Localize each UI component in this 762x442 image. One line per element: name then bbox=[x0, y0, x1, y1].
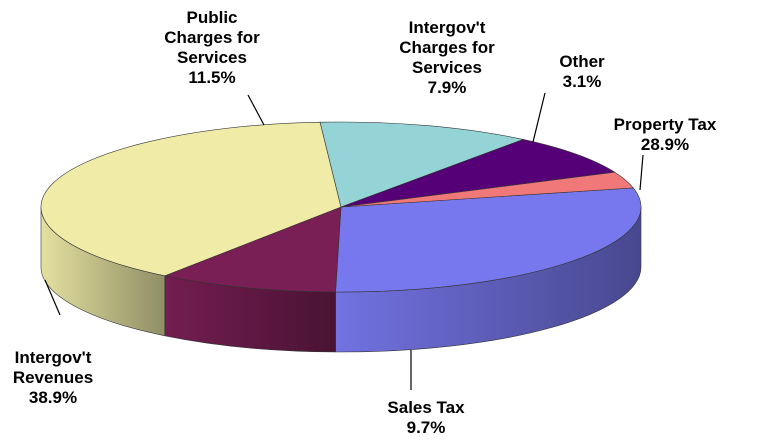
slice-label-other: Other 3.1% bbox=[502, 52, 662, 92]
slice-label-text: Sales Tax bbox=[346, 398, 506, 418]
slice-label-text: Intergov't bbox=[367, 18, 527, 38]
slice-label-text: Other bbox=[502, 52, 662, 72]
slice-label-sales-tax: Sales Tax 9.7% bbox=[346, 398, 506, 438]
slice-label-text: Property Tax bbox=[585, 115, 745, 135]
slice-label-text: Services bbox=[132, 48, 292, 68]
slice-value-label: 38.9% bbox=[0, 388, 133, 408]
slice-value-label: 11.5% bbox=[132, 68, 292, 88]
leader-line bbox=[640, 155, 643, 190]
slice-label-text: Intergov't bbox=[0, 348, 133, 368]
slice-value-label: 3.1% bbox=[502, 72, 662, 92]
slice-value-label: 28.9% bbox=[585, 135, 745, 155]
slice-label-public-charges-for-services: Public Charges for Services 11.5% bbox=[132, 8, 292, 88]
slice-label-intergov-t-revenues: Intergov't Revenues 38.9% bbox=[0, 348, 133, 408]
slice-label-text: Revenues bbox=[0, 368, 133, 388]
slice-label-text: Public bbox=[132, 8, 292, 28]
leader-line bbox=[533, 93, 545, 142]
slice-label-text: Charges for bbox=[132, 28, 292, 48]
slice-value-label: 9.7% bbox=[346, 418, 506, 438]
slice-label-property-tax: Property Tax 28.9% bbox=[585, 115, 745, 155]
leader-line bbox=[248, 95, 264, 125]
